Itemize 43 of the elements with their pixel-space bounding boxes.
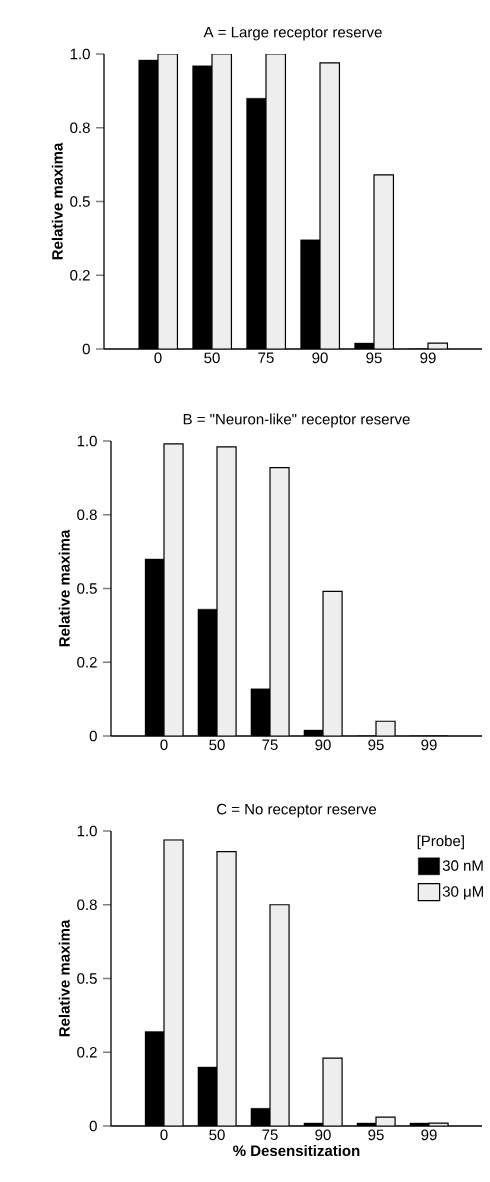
y-tick-label: 0.2 bbox=[70, 269, 90, 281]
y-axis-title: Relative maxima bbox=[51, 142, 63, 260]
chart-title: A = Large receptor reserve bbox=[203, 27, 382, 41]
x-tick-label: 50 bbox=[209, 1129, 225, 1141]
x-tick-label: 90 bbox=[312, 352, 328, 364]
x-tick-label: 75 bbox=[262, 739, 278, 750]
y-tick-label: 0.5 bbox=[70, 196, 90, 207]
x-tick-label: 99 bbox=[421, 739, 437, 751]
x-tick-label: 75 bbox=[262, 1129, 278, 1140]
x-tick-label: 99 bbox=[420, 352, 436, 364]
x-tick-label: 0 bbox=[160, 739, 168, 751]
y-tick-label: 1.0 bbox=[77, 435, 97, 447]
legend-label: 30 nM bbox=[442, 860, 483, 871]
x-tick-label: 50 bbox=[209, 739, 225, 751]
y-tick-label: 0 bbox=[89, 1120, 97, 1132]
x-tick-label: 0 bbox=[154, 352, 162, 364]
y-axis-title: Relative maxima bbox=[58, 529, 70, 647]
x-tick-label: 75 bbox=[258, 352, 274, 363]
y-tick-label: 0 bbox=[82, 343, 90, 355]
y-tick-label: 0.5 bbox=[77, 583, 97, 594]
legend-label: 30 μM bbox=[442, 886, 483, 900]
x-tick-label: 90 bbox=[315, 1129, 331, 1141]
chart-title: C = No receptor reserve bbox=[217, 803, 377, 818]
x-tick-label: 90 bbox=[315, 739, 331, 751]
y-tick-label: 0.8 bbox=[77, 899, 97, 911]
x-tick-label: 95 bbox=[368, 1129, 384, 1141]
x-tick-label: 50 bbox=[204, 352, 220, 364]
chart-title: B = "Neuron-like" receptor reserve bbox=[183, 413, 410, 428]
y-tick-label: 0.8 bbox=[70, 122, 90, 134]
y-axis-title: Relative maxima bbox=[58, 919, 70, 1037]
x-tick-label: 99 bbox=[421, 1129, 437, 1141]
x-axis-title: % Desensitization bbox=[233, 1145, 360, 1157]
y-tick-label: 1.0 bbox=[70, 48, 90, 60]
y-tick-label: 0.5 bbox=[77, 973, 97, 984]
y-tick-label: 0 bbox=[89, 730, 97, 742]
y-tick-label: 0.2 bbox=[77, 1046, 97, 1058]
x-tick-label: 0 bbox=[160, 1129, 168, 1141]
y-tick-label: 1.0 bbox=[77, 825, 97, 837]
legend-title: [Probe] bbox=[417, 835, 464, 850]
x-tick-label: 95 bbox=[368, 739, 384, 751]
y-tick-label: 0.8 bbox=[77, 509, 97, 521]
y-tick-label: 0.2 bbox=[77, 656, 97, 668]
x-tick-label: 95 bbox=[366, 352, 382, 364]
